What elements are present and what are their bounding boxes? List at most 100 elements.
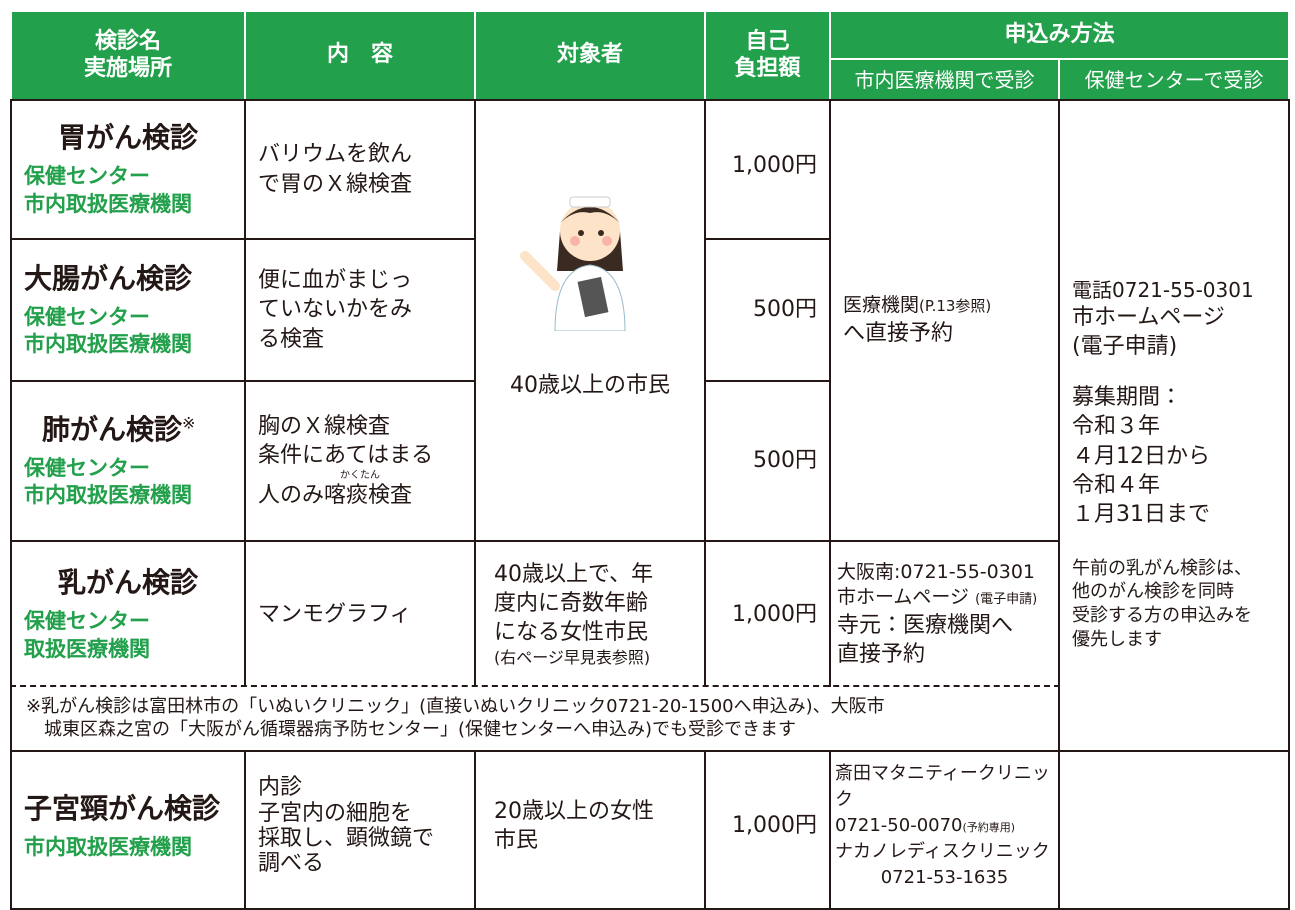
target-cell: 40歳以上で、年 度内に奇数年齢 になる女性市民 (右ページ早見表参照) (474, 540, 706, 687)
clinic-line-wrap: 医療機関(P.13参照) (843, 293, 1046, 318)
cost: 1,000円 (732, 813, 817, 839)
name-cell: 子宮頸がん検診市内取扱医療機関 (10, 750, 246, 910)
clinic-small: (電子申請) (975, 592, 1038, 608)
period-line: 募集期間： (1072, 385, 1183, 411)
cost: 500円 (753, 297, 817, 323)
name-cell: 乳がん検診保健センター 取扱医療機関 (10, 540, 246, 687)
header-cell: 自己 負担額 (704, 10, 831, 101)
clinic-cell: 斎田マタニティークリニック 0721-50-0070(予約専用) ナカノレディスクリ… (829, 750, 1060, 910)
ruby: かくたん (340, 469, 380, 481)
clinic-line: 直接予約 (837, 641, 926, 667)
clinic-cell: 大阪南:0721-55-0301 市ホームページ (電子申請) 寺元：医療機関へ 直接… (829, 540, 1060, 687)
header-text: 対象者 (556, 42, 623, 68)
place: 取扱医療機関 (24, 636, 150, 661)
place: 市内取扱医療機関 (24, 191, 192, 216)
place: 市内取扱医療機関 (24, 834, 192, 859)
cost-cell: 1,000円 (704, 540, 831, 687)
content-line: 胸のＸ線検査 (258, 414, 391, 440)
footnote-line: 城東区森之宮の「大阪がん循環器病予防センター」(保健センターへ申込み)でも受診で… (44, 718, 797, 740)
period-line: 令和４年 (1072, 472, 1161, 498)
header-cell: 検診名 実施場所 (10, 10, 246, 101)
target-line: 20歳以上の女性 (494, 798, 654, 824)
target-cell: 20歳以上の女性 市民 (474, 750, 706, 910)
exam-name: 胃がん検診 (57, 121, 198, 155)
clinic-line-wrap: 市ホームページ (電子申請) (837, 585, 1052, 610)
exam-name: 乳がん検診 (57, 566, 198, 600)
clinic-small: (予約専用) (962, 820, 1016, 834)
exam-name: 大腸がん検診 (24, 261, 193, 295)
content-line: 採取し、顕微鏡で (258, 826, 435, 851)
cost: 1,000円 (732, 153, 817, 178)
cost-cell: 1,000円 (704, 750, 831, 910)
content-line: 内診 (258, 775, 303, 801)
header-text: 保健センターで受診 (1084, 67, 1264, 92)
header-text: 市内医療機関で受診 (854, 67, 1035, 92)
period-line: ４月12日から (1072, 443, 1210, 469)
target: 40歳以上の市民 (510, 373, 670, 398)
period-line: １月31日まで (1072, 501, 1210, 527)
clinic-line: ナカノレディスクリニック (835, 841, 1050, 863)
content-line: 便に血がまじっ (258, 268, 413, 294)
center-line: 電話0721-55-0301 (1072, 278, 1254, 302)
name-cell: 肺がん検診※ 保健センター 市内取扱医療機関 (10, 380, 246, 542)
header-text: 検診名 (94, 29, 161, 55)
clinic-line: へ直接予約 (843, 320, 954, 346)
period-line: 令和３年 (1072, 414, 1161, 440)
header-cell: 申込み方法 (829, 10, 1290, 60)
center-note: 他のがん検診を同時 (1072, 581, 1234, 603)
header-text: 負担額 (734, 55, 801, 81)
place: 保健センター (24, 609, 150, 634)
content-line: で胃のＸ線検査 (258, 171, 413, 197)
cost: 500円 (753, 448, 817, 474)
clinic-line: 0721-50-0070 (835, 814, 963, 836)
cost: 1,000円 (732, 601, 817, 627)
center-cell: 電話0721-55-0301 市ホームページ (電子申請) 募集期間： 令和３年 ４月1… (1058, 99, 1290, 752)
clinic-line: 医療機関 (843, 294, 920, 317)
clinic-line: 斎田マタニティークリニック (835, 762, 1050, 810)
header-text: 内 容 (326, 42, 393, 68)
clinic-small: (P.13参照) (919, 297, 992, 316)
header-cell: 保健センターで受診 (1058, 58, 1290, 101)
clinic-line: 市ホームページ (837, 586, 970, 609)
content-line: ていないかをみ (258, 297, 413, 323)
exam-name-wrap: 肺がん検診※ (24, 412, 232, 449)
place: 市内取扱医療機関 (24, 332, 192, 357)
content-line: バリウムを飲ん (258, 142, 413, 168)
content-line: 条件にあてはまる (258, 443, 434, 469)
center-line: 市ホームページ (1072, 305, 1225, 331)
note-mark: ※ (182, 413, 196, 433)
content-line: る検査 (258, 326, 325, 352)
center-cell (1058, 750, 1290, 910)
target-line: 市民 (494, 828, 539, 853)
clinic-cell: 医療機関(P.13参照) へ直接予約 (829, 99, 1060, 542)
cost-cell: 1,000円 (704, 99, 831, 240)
center-note: 午前の乳がん検診は、 (1072, 557, 1252, 579)
content-cell: 内診 子宮内の細胞を 採取し、顕微鏡で 調べる (244, 750, 476, 910)
cost-cell: 500円 (704, 380, 831, 542)
header-cell: 対象者 (474, 10, 706, 101)
content-cell: 便に血がまじっ ていないかをみ る検査 (244, 238, 476, 382)
nurse-illustration (520, 196, 626, 331)
cost-cell: 500円 (704, 238, 831, 382)
exam-name: 肺がん検診 (42, 412, 183, 446)
footnote-cell: ※乳がん検診は富田林市の「いぬいクリニック」(直接いぬいクリニック0721-20… (10, 685, 1060, 752)
header-text: 自己 (745, 29, 790, 55)
name-cell: 大腸がん検診 保健センター 市内取扱医療機関 (10, 238, 246, 382)
content-cell: 胸のＸ線検査 条件にあてはまる かくたん 人のみ喀痰検査 (244, 380, 476, 542)
content-cell: バリウムを飲ん で胃のＸ線検査 (244, 99, 476, 240)
header-cell: 市内医療機関で受診 (829, 58, 1060, 101)
center-note: 受診する方の申込みを (1072, 605, 1252, 627)
place: 市内取扱医療機関 (24, 483, 192, 508)
content-line: マンモグラフィ (258, 601, 412, 627)
exam-name: 子宮頸がん検診 (24, 791, 221, 825)
header-text: 実施場所 (83, 55, 172, 81)
clinic-line: 0721-53-1635 (880, 867, 1009, 889)
clinic-line-wrap: 0721-50-0070(予約専用) (835, 813, 1054, 839)
content-line: 子宮内の細胞を (258, 800, 413, 826)
footnote-line: ※乳がん検診は富田林市の「いぬいクリニック」(直接いぬいクリニック0721-20… (26, 696, 885, 717)
clinic-line: 寺元：医療機関へ (837, 612, 1014, 638)
center-note: 優先します (1072, 628, 1162, 650)
target-line: 度内に奇数年齢 (494, 591, 649, 617)
header-cell: 内 容 (244, 10, 476, 101)
